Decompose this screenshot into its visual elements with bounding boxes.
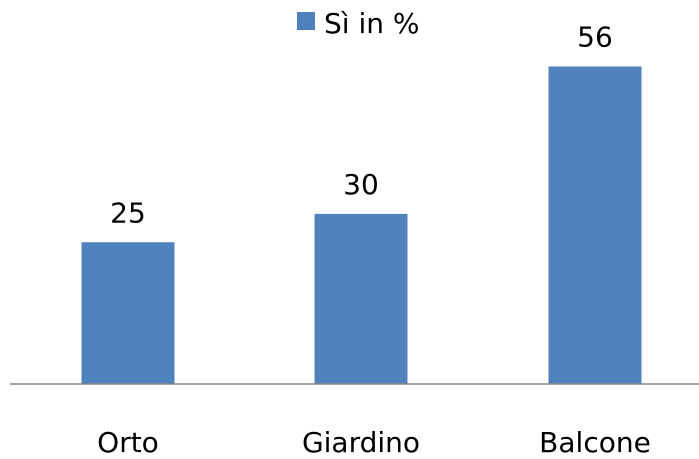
value-labels-group: 25 30 56 [110, 20, 613, 229]
bars-group [81, 66, 642, 384]
legend-label: Sì in % [324, 7, 419, 40]
bar-giardino [314, 213, 408, 384]
value-label-giardino: 30 [343, 168, 379, 201]
tick-label-balcone: Balcone [539, 426, 651, 459]
legend: Sì in % [297, 7, 419, 40]
value-label-orto: 25 [110, 196, 146, 229]
tick-labels-group: Orto Giardino Balcone [97, 426, 651, 459]
bar-balcone [548, 66, 642, 384]
tick-label-giardino: Giardino [302, 426, 420, 459]
legend-swatch [297, 12, 315, 30]
bar-orto [81, 242, 175, 384]
tick-label-orto: Orto [97, 426, 159, 459]
value-label-balcone: 56 [577, 20, 613, 53]
